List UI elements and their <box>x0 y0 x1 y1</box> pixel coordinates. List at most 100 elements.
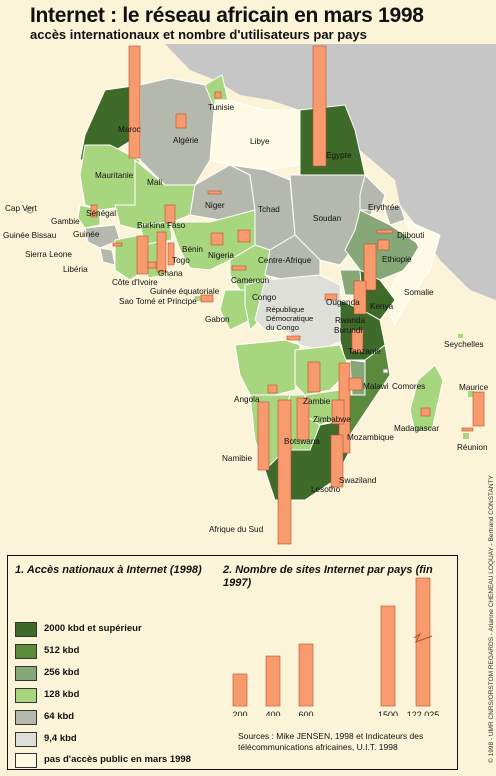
label-liberia: Libéria <box>63 265 88 274</box>
label-congo: Congo <box>252 293 277 302</box>
credit-strip: © 1998 - UMR CNRS/ORSTOM REGARDS - Arian… <box>472 475 495 768</box>
bar-ghana <box>156 231 167 273</box>
country-madagascar <box>409 364 444 433</box>
swatch-2000 <box>15 622 37 637</box>
bar-maroc <box>128 45 141 159</box>
label-burkina-faso: Burkina Faso <box>137 221 186 230</box>
bar-egypte <box>312 45 327 167</box>
bar-kenya <box>353 280 367 315</box>
label-rdc-2: Démocratique <box>266 314 313 323</box>
bar-afrique-du-sud <box>277 399 292 545</box>
legend-bar-122025 <box>415 577 431 707</box>
label-ouganda: Ouganda <box>326 298 360 307</box>
label-angola: Angola <box>234 395 260 404</box>
bar-angola <box>267 384 278 394</box>
label-zimbabwe: Zimbabwe <box>313 415 351 424</box>
swatch-label-512: 512 kbd <box>44 645 80 656</box>
label-afrique-du-sud: Afrique du Sud <box>209 525 264 534</box>
label-benin: Bénin <box>182 245 203 254</box>
bar-nigeria-2 <box>237 229 251 243</box>
legend-bar-1500 <box>380 605 396 707</box>
label-zambie: Zambie <box>303 397 331 406</box>
swatch-label-9: 9,4 kbd <box>44 733 77 744</box>
bar-senegal <box>90 204 98 218</box>
country-sao-tome <box>195 296 201 301</box>
label-rwanda: Rwanda <box>335 316 365 325</box>
country-rdc <box>254 274 346 351</box>
label-guinee: Guinée <box>73 230 100 239</box>
bar-tunisie <box>214 91 222 99</box>
africa-map: Tunisie Maroc Algérie Libye Egypte Mauri… <box>0 44 496 549</box>
label-swaziland: Swaziland <box>339 476 377 485</box>
label-comores: Comores <box>392 382 425 391</box>
label-nigeria: Nigeria <box>208 251 234 260</box>
label-tanzanie: Tanzanie <box>348 347 381 356</box>
label-kenya: Kenya <box>370 302 394 311</box>
bar-cameroun <box>231 265 247 271</box>
label-lesotho: Lesotho <box>311 485 341 494</box>
country-seychelles <box>458 334 463 338</box>
label-cameroun: Cameroun <box>231 276 270 285</box>
swatch-9 <box>15 732 37 747</box>
label-malawi: Malawi <box>363 382 389 391</box>
label-seychelles: Seychelles <box>444 340 484 349</box>
label-tunisie: Tunisie <box>208 103 235 112</box>
bar-zimbabwe <box>331 399 345 425</box>
swatch-128 <box>15 688 37 703</box>
country-comores <box>382 368 389 374</box>
legend-bar-label-122025: 122 025 <box>407 710 440 716</box>
label-libye: Libye <box>250 137 270 146</box>
legend-bar-label-200: 200 <box>232 710 247 716</box>
label-burundi: Burundi <box>334 326 362 335</box>
country-somalie <box>384 219 441 327</box>
bar-malawi <box>348 377 363 391</box>
bar-algerie <box>175 113 187 129</box>
label-gambie: Gambie <box>51 217 80 226</box>
label-namibie: Namibie <box>222 454 252 463</box>
swatch-label-64: 64 kbd <box>44 711 75 722</box>
label-rdc-1: République <box>266 305 304 314</box>
country-maurice <box>468 391 474 397</box>
country-cap-vert <box>26 206 34 214</box>
bar-benin <box>167 242 175 266</box>
label-erythree: Erythrée <box>368 203 399 212</box>
swatch-512 <box>15 644 37 659</box>
bar-namibie <box>257 401 270 471</box>
country-reunion <box>463 433 469 439</box>
swatch-label-none: pas d'accès public en mars 1998 <box>44 754 191 765</box>
swatch-64 <box>15 710 37 725</box>
legend-size-bars: 200 400 600 1500 122 025 <box>232 577 440 716</box>
label-guinee-equatoriale: Guinée équatoriale <box>150 287 220 296</box>
country-erythree <box>359 174 386 211</box>
bar-swaziland <box>330 434 344 488</box>
sources-note: Sources : Mike JENSEN, 1998 et Indicateu… <box>238 731 424 752</box>
map-subtitle: accès internationaux et nombre d'utilisa… <box>30 27 367 42</box>
swatch-256 <box>15 666 37 681</box>
bar-rdc <box>286 335 301 341</box>
bar-botswana <box>296 397 310 441</box>
site-bars <box>90 45 485 545</box>
label-guinee-bissau: Guinée Bissau <box>3 231 57 240</box>
legend-bar-label-600: 600 <box>298 710 313 716</box>
bar-togo <box>147 261 157 269</box>
legend-bar-600 <box>298 643 314 707</box>
label-togo: Togo <box>172 256 190 265</box>
bar-angola-z <box>307 361 321 393</box>
label-tchad: Tchad <box>258 205 280 214</box>
bar-maurice <box>472 391 485 427</box>
label-gabon: Gabon <box>205 315 230 324</box>
label-cote-ivoire: Côte d'Ivoire <box>112 278 158 287</box>
bar-niger <box>207 190 222 195</box>
label-centre-afrique: Centre-Afrique <box>258 256 312 265</box>
label-madagascar: Madagascar <box>394 424 439 433</box>
label-djibouti: Djibouti <box>397 231 424 240</box>
swatch-label-128: 128 kbd <box>44 689 80 700</box>
label-ethiopie: Ethiopie <box>382 255 412 264</box>
label-somalie: Somalie <box>404 288 434 297</box>
label-cap-vert: Cap Vert <box>5 204 38 213</box>
label-rdc-3: du Congo <box>266 323 299 332</box>
label-algerie: Algérie <box>173 136 199 145</box>
legend-access-title: 1. Accès nationaux à Internet (1998) <box>15 564 202 576</box>
bar-madagascar <box>420 407 431 417</box>
bar-ethiopie <box>363 243 377 291</box>
